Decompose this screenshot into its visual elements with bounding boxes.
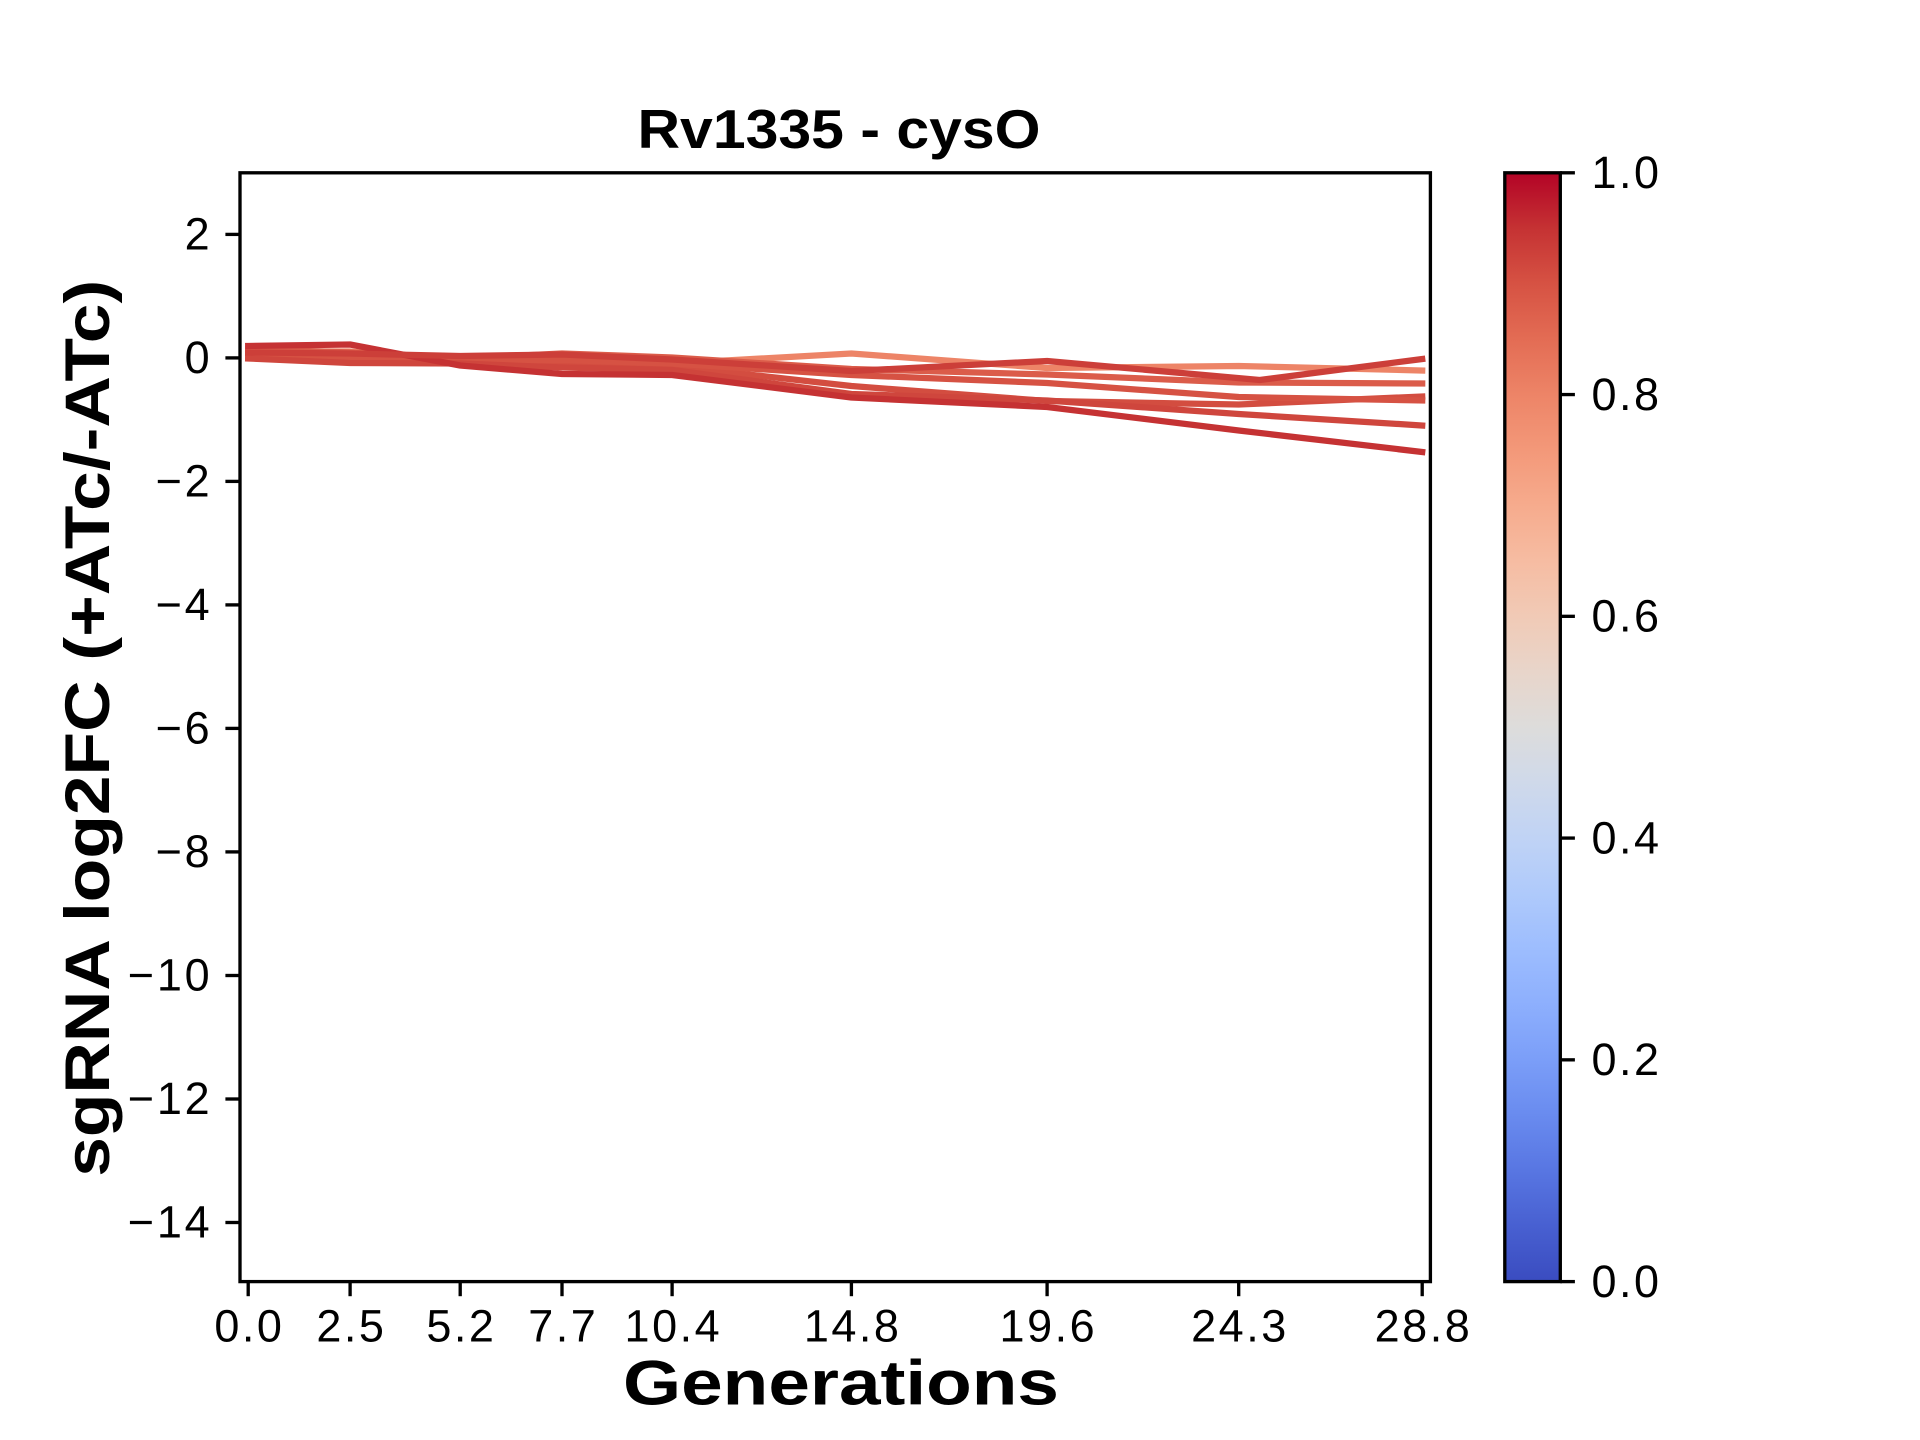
svg-text:10.4: 10.4 [625,1301,723,1352]
svg-text:−2: −2 [156,456,213,507]
svg-text:−6: −6 [156,703,213,754]
svg-text:1.0: 1.0 [1592,147,1662,198]
svg-text:14.8: 14.8 [804,1301,902,1352]
svg-text:Generations: Generations [623,1348,1059,1418]
svg-text:−12: −12 [128,1073,213,1124]
svg-text:−10: −10 [128,950,213,1001]
svg-text:−8: −8 [156,826,213,877]
svg-text:0.0: 0.0 [1592,1256,1662,1307]
svg-text:0.0: 0.0 [214,1301,284,1352]
svg-text:0: 0 [185,332,213,383]
svg-text:−14: −14 [128,1197,213,1248]
svg-text:5.2: 5.2 [426,1301,496,1352]
svg-text:7.7: 7.7 [528,1301,598,1352]
svg-text:0.4: 0.4 [1592,812,1662,863]
svg-text:Rv1335 - cysO: Rv1335 - cysO [638,99,1041,160]
svg-text:sgRNA log2FC (+ATc/-ATc): sgRNA log2FC (+ATc/-ATc) [53,280,123,1177]
svg-text:24.3: 24.3 [1191,1301,1289,1352]
svg-text:0.8: 0.8 [1592,369,1662,420]
svg-text:19.6: 19.6 [1000,1301,1098,1352]
svg-text:−4: −4 [156,579,213,630]
svg-text:2: 2 [185,209,213,260]
svg-text:28.8: 28.8 [1375,1301,1473,1352]
svg-text:2.5: 2.5 [316,1301,386,1352]
svg-text:0.2: 0.2 [1592,1034,1662,1085]
svg-text:0.6: 0.6 [1592,591,1662,642]
